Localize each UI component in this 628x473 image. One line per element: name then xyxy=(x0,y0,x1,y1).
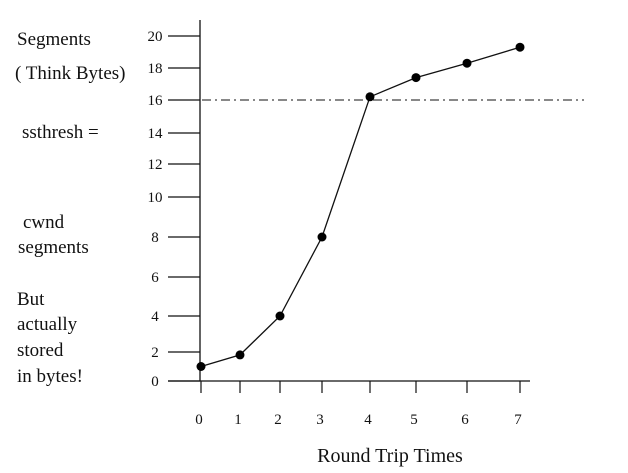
in-bytes-label: in bytes! xyxy=(17,366,83,387)
cwnd-segments-label: segments xyxy=(18,237,89,258)
y-axis-ticks: 0 2 4 6 8 10 12 14 16 18 20 xyxy=(148,29,200,390)
but-label: But xyxy=(17,289,45,310)
x-tick-label-4: 4 xyxy=(364,412,372,428)
data-point-5 xyxy=(411,73,421,83)
cwnd-label: cwnd xyxy=(23,212,65,233)
cwnd-line xyxy=(200,46,521,368)
y-tick-label-12: 12 xyxy=(148,157,163,173)
think-bytes-label: ( Think Bytes) xyxy=(15,63,126,84)
x-axis-title: Round Trip Times xyxy=(317,445,463,467)
x-tick-label-5: 5 xyxy=(410,412,418,428)
x-tick-label-7: 7 xyxy=(514,412,522,428)
chart-axes xyxy=(168,20,530,382)
y-tick-label-14: 14 xyxy=(148,126,164,142)
y-tick-label-20: 20 xyxy=(148,29,163,45)
data-point-7 xyxy=(515,42,525,52)
y-tick-label-2: 2 xyxy=(151,345,159,361)
series-layer xyxy=(196,42,525,371)
y-tick-label-0: 0 xyxy=(151,374,159,390)
y-tick-label-18: 18 xyxy=(148,61,163,77)
data-point-6 xyxy=(462,58,472,68)
data-point-1 xyxy=(235,350,245,360)
x-axis-ticks: 0 1 2 3 4 5 6 7 xyxy=(195,381,522,428)
y-tick-label-8: 8 xyxy=(151,230,159,246)
data-point-4 xyxy=(365,92,375,102)
x-tick-label-6: 6 xyxy=(461,412,469,428)
y-tick-label-6: 6 xyxy=(151,270,159,286)
x-tick-label-1: 1 xyxy=(234,412,242,428)
data-point-2 xyxy=(275,311,285,321)
y-tick-label-10: 10 xyxy=(148,190,163,206)
y-tick-label-16: 16 xyxy=(148,93,164,109)
stored-label: stored xyxy=(17,340,64,361)
segments-label: Segments xyxy=(17,29,91,50)
data-point-0 xyxy=(196,362,206,371)
x-tick-label-2: 2 xyxy=(274,412,282,428)
x-tick-label-0: 0 xyxy=(195,412,203,428)
y-tick-label-4: 4 xyxy=(151,309,159,325)
x-tick-label-3: 3 xyxy=(316,412,324,428)
data-point-3 xyxy=(317,232,327,242)
ssthresh-label: ssthresh = xyxy=(22,122,99,143)
actually-label: actually xyxy=(17,314,78,335)
